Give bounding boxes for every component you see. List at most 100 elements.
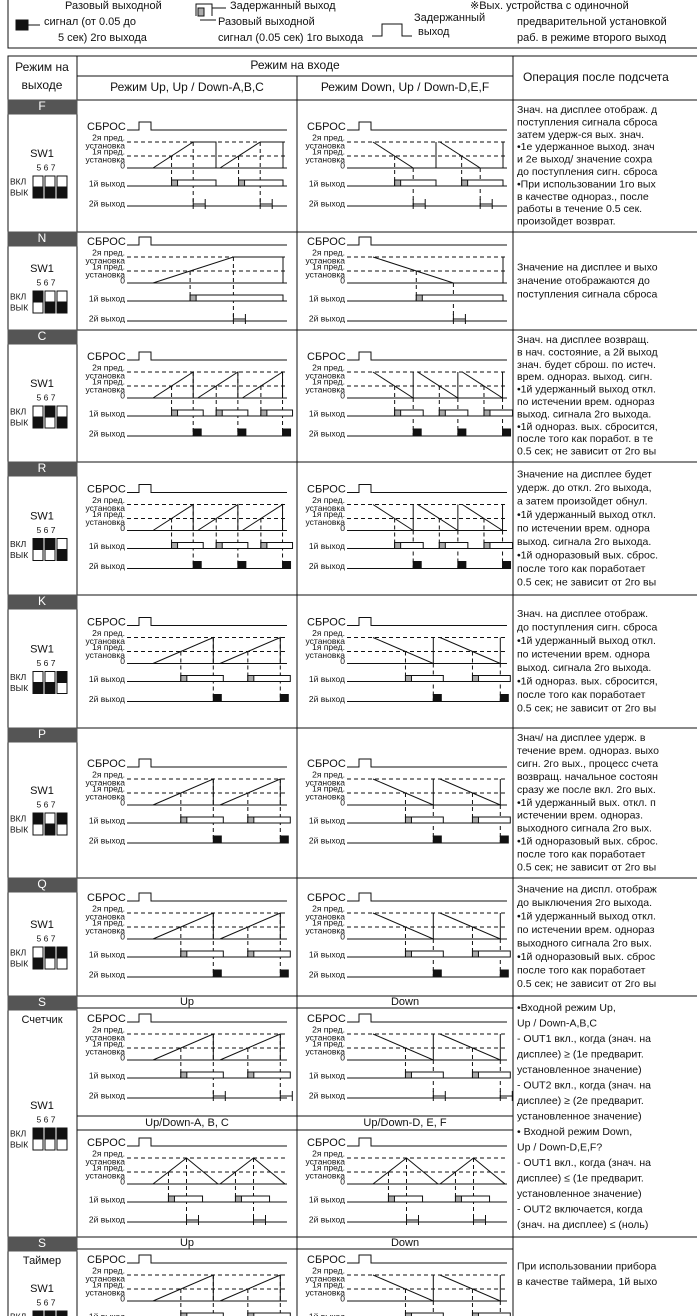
level-label: 2я пред. [312, 769, 345, 779]
level-label: установка [86, 140, 126, 150]
operation-text: в качестве однораз., после [517, 191, 649, 203]
mode-letter: S [38, 1236, 46, 1250]
count-trace [219, 1157, 286, 1185]
reset-signal [127, 121, 287, 131]
count-trace [417, 371, 459, 399]
switch-lever [32, 538, 44, 550]
output-label: 2й выход [89, 198, 125, 208]
switch-on: ВКЛ [10, 813, 26, 823]
count-trace [152, 371, 194, 399]
legend-box [7, 0, 697, 49]
level-label: 1я пред. [92, 1279, 125, 1289]
output-label: 1й выход [89, 1070, 125, 1080]
mode-bar [7, 99, 78, 115]
mode-letter: R [38, 461, 47, 475]
level-label: установка [306, 1156, 346, 1166]
level-label: установка [86, 517, 126, 527]
output2-pulse [282, 561, 292, 569]
level-label: установка [306, 791, 346, 801]
operation-text: выход. сигнала 2го выхода. [517, 662, 651, 674]
reset-signal [127, 1137, 287, 1147]
reset-label: СБРОС [307, 236, 346, 248]
level-label: 2я пред. [92, 903, 125, 913]
operation-text: по истечении врем. однораз [517, 396, 655, 408]
reset-signal [127, 351, 287, 361]
level-label: установка [306, 140, 346, 150]
output1-pulse [180, 1312, 224, 1316]
operation-text: 0.5 сек; не зависит от 2го вы [517, 703, 656, 715]
output-label: 1й выход [89, 949, 125, 959]
count-trace [152, 1157, 219, 1185]
reset-signal [127, 484, 287, 493]
mode-bar [7, 995, 78, 1011]
mode-name: Таймер [23, 1255, 61, 1267]
operation-text: •Входной режим Up, [517, 1002, 616, 1014]
sub-header: Up/Down-A, B, C [145, 1117, 229, 1129]
output1-marker [167, 1195, 175, 1203]
output1-marker [215, 542, 223, 549]
mode-bar [7, 727, 78, 743]
operation-text: 0.5 сек; не зависит от 2го вы [517, 978, 656, 990]
switch-off: ВЫК [10, 550, 28, 560]
reset-signal [347, 1254, 507, 1264]
mode-bar [7, 329, 78, 345]
sub-header: Down [391, 996, 419, 1008]
output2-pulse [432, 694, 442, 702]
reset-label: СБРОС [87, 758, 126, 770]
output1-marker [394, 409, 402, 417]
output2-pulse [237, 428, 247, 437]
level-label: 1я пред. [312, 1279, 345, 1289]
reset-signal [347, 617, 507, 626]
operation-text: сигн. 2го вых., процесс счета [517, 758, 658, 770]
switch-label: SW1 [30, 263, 54, 275]
output-label: 2й выход [89, 428, 125, 438]
count-trace [372, 1274, 434, 1302]
output2-pulse [279, 835, 289, 844]
output-label: 2й выход [309, 1090, 345, 1100]
count-trace [372, 371, 414, 399]
reset-label: СБРОС [87, 1254, 126, 1266]
operation-text: после того как поработает [517, 689, 646, 701]
level-label: установка [306, 1032, 346, 1042]
reset-label: СБРОС [307, 758, 346, 770]
reset-signal [127, 1013, 287, 1023]
mode-letter: N [38, 231, 47, 245]
reset-label: СБРОС [307, 351, 346, 363]
level-label: установка [86, 911, 126, 921]
mode-bar [7, 1236, 78, 1252]
output1-marker [247, 675, 255, 682]
count-trace [439, 1274, 501, 1302]
reset-signal [127, 617, 287, 626]
output-label: 2й выход [89, 1214, 125, 1224]
level-label: 0 [340, 656, 345, 666]
output-label: 1й выход [89, 541, 125, 551]
level-label: установка [306, 154, 346, 164]
level-label: установка [306, 255, 346, 265]
switch-lever [32, 1127, 44, 1140]
output1-pulse [404, 1312, 444, 1316]
output2-pulse [212, 969, 222, 978]
reset-label: СБРОС [87, 616, 126, 628]
output1-marker [215, 409, 223, 417]
reset-signal [347, 758, 507, 768]
level-label: установка [86, 1170, 126, 1180]
switch-lever [44, 1127, 56, 1140]
output1-marker [404, 950, 412, 958]
output-label: 1й выход [89, 674, 125, 684]
legend-text: раб. в режиме второго выход [517, 32, 667, 44]
count-trace [462, 371, 504, 399]
switch-pins: 5 6 7 [37, 1297, 56, 1307]
operation-text: •1й однораз. вых. сбросится, [517, 421, 658, 433]
level-label: 1я пред. [92, 783, 125, 793]
switch-lever [32, 416, 44, 429]
output2-pulse [192, 199, 206, 209]
level-label: установка [306, 370, 346, 380]
output1-marker [454, 1195, 462, 1203]
output2-pulse [412, 428, 422, 437]
output1-marker [394, 542, 402, 549]
level-label: 2я пред. [312, 247, 345, 257]
mode-letter: P [38, 727, 46, 741]
output1-marker [394, 179, 402, 187]
switch-lever [56, 301, 68, 314]
output2-pulse [432, 1091, 446, 1101]
